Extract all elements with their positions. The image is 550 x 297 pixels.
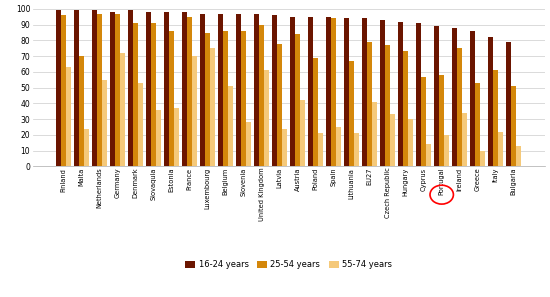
Bar	[290, 17, 295, 166]
Bar	[259, 25, 265, 166]
Bar	[120, 53, 125, 166]
Bar	[354, 133, 359, 166]
Bar	[426, 144, 431, 166]
Bar	[344, 18, 349, 166]
Bar	[462, 113, 468, 166]
Bar	[67, 67, 72, 166]
Bar	[331, 18, 336, 166]
Bar	[174, 108, 179, 166]
Bar	[218, 14, 223, 166]
Bar	[246, 122, 251, 166]
Bar	[439, 75, 444, 166]
Bar	[79, 56, 84, 166]
Bar	[200, 14, 205, 166]
Bar	[223, 31, 228, 166]
Bar	[408, 119, 413, 166]
Bar	[128, 10, 133, 166]
Bar	[452, 28, 457, 166]
Bar	[403, 51, 408, 166]
Bar	[349, 61, 354, 166]
Bar	[61, 15, 67, 166]
Bar	[241, 31, 246, 166]
Bar	[102, 80, 107, 166]
Bar	[210, 48, 216, 166]
Bar	[92, 10, 97, 166]
Bar	[295, 34, 300, 166]
Bar	[480, 151, 485, 166]
Bar	[187, 17, 192, 166]
Bar	[416, 23, 421, 166]
Bar	[300, 100, 305, 166]
Bar	[511, 86, 516, 166]
Bar	[493, 70, 498, 166]
Bar	[97, 14, 102, 166]
Bar	[282, 129, 287, 166]
Bar	[380, 20, 385, 166]
Bar	[434, 26, 439, 166]
Bar	[498, 132, 503, 166]
Bar	[169, 31, 174, 166]
Bar	[516, 146, 521, 166]
Bar	[390, 114, 395, 166]
Bar	[164, 12, 169, 166]
Bar	[138, 83, 144, 166]
Bar	[313, 58, 318, 166]
Bar	[421, 77, 426, 166]
Bar	[457, 48, 462, 166]
Bar	[398, 21, 403, 166]
Bar	[116, 14, 120, 166]
Bar	[84, 129, 89, 166]
Bar	[205, 33, 210, 166]
Bar	[318, 133, 323, 166]
Bar	[228, 86, 233, 166]
Bar	[156, 110, 161, 166]
Bar	[470, 31, 475, 166]
Bar	[133, 23, 138, 166]
Bar	[326, 17, 331, 166]
Bar	[146, 12, 151, 166]
Bar	[372, 102, 377, 166]
Bar	[265, 70, 270, 166]
Bar	[56, 10, 61, 166]
Bar	[385, 45, 390, 166]
Bar	[236, 14, 241, 166]
Bar	[488, 37, 493, 166]
Bar	[151, 23, 156, 166]
Bar	[74, 10, 79, 166]
Bar	[336, 127, 342, 166]
Bar	[254, 14, 259, 166]
Bar	[367, 42, 372, 166]
Bar	[110, 12, 115, 166]
Bar	[272, 15, 277, 166]
Bar	[475, 83, 480, 166]
Bar	[192, 56, 197, 166]
Bar	[506, 42, 511, 166]
Bar	[362, 18, 367, 166]
Bar	[277, 44, 282, 166]
Bar	[308, 17, 313, 166]
Bar	[182, 12, 187, 166]
Bar	[444, 135, 449, 166]
Legend: 16-24 years, 25-54 years, 55-74 years: 16-24 years, 25-54 years, 55-74 years	[182, 257, 395, 273]
